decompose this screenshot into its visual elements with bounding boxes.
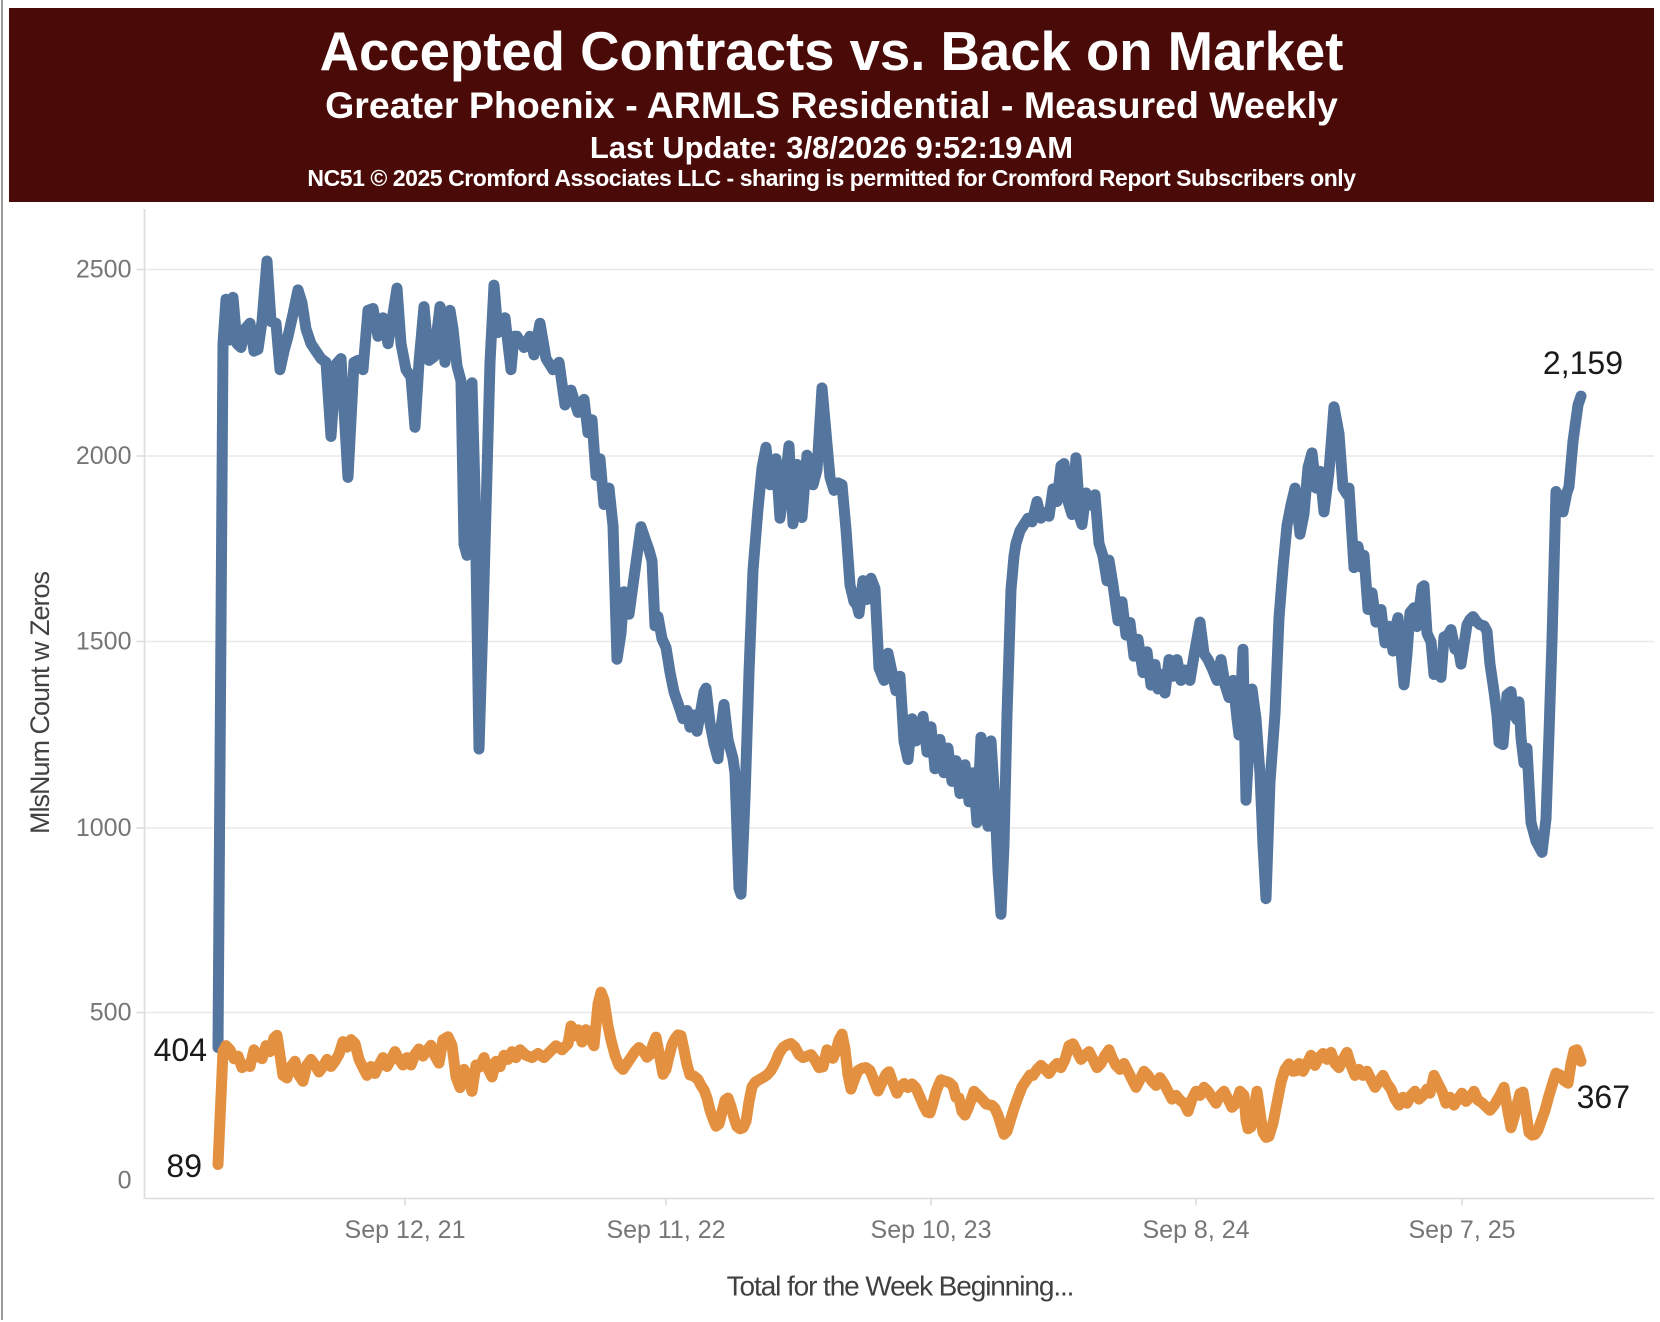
svg-text:1000: 1000: [76, 814, 132, 842]
svg-text:367: 367: [1577, 1079, 1630, 1115]
svg-text:500: 500: [90, 999, 132, 1027]
svg-text:Sep 11, 22: Sep 11, 22: [606, 1216, 725, 1244]
svg-text:Sep 12, 21: Sep 12, 21: [345, 1216, 466, 1244]
svg-text:Sep 10, 23: Sep 10, 23: [871, 1216, 992, 1244]
svg-text:89: 89: [166, 1148, 202, 1184]
svg-text:Total for the Week Beginning..: Total for the Week Beginning...: [727, 1271, 1074, 1302]
svg-text:404: 404: [154, 1032, 207, 1068]
svg-text:1500: 1500: [76, 628, 132, 656]
svg-text:2,159: 2,159: [1543, 345, 1623, 381]
svg-text:Sep 7, 25: Sep 7, 25: [1408, 1216, 1515, 1244]
svg-text:MlsNum Count w Zeros: MlsNum Count w Zeros: [25, 571, 55, 834]
svg-text:2500: 2500: [76, 256, 132, 284]
svg-text:Sep 8, 24: Sep 8, 24: [1142, 1216, 1249, 1244]
svg-text:0: 0: [118, 1167, 132, 1195]
svg-text:2000: 2000: [76, 442, 132, 470]
